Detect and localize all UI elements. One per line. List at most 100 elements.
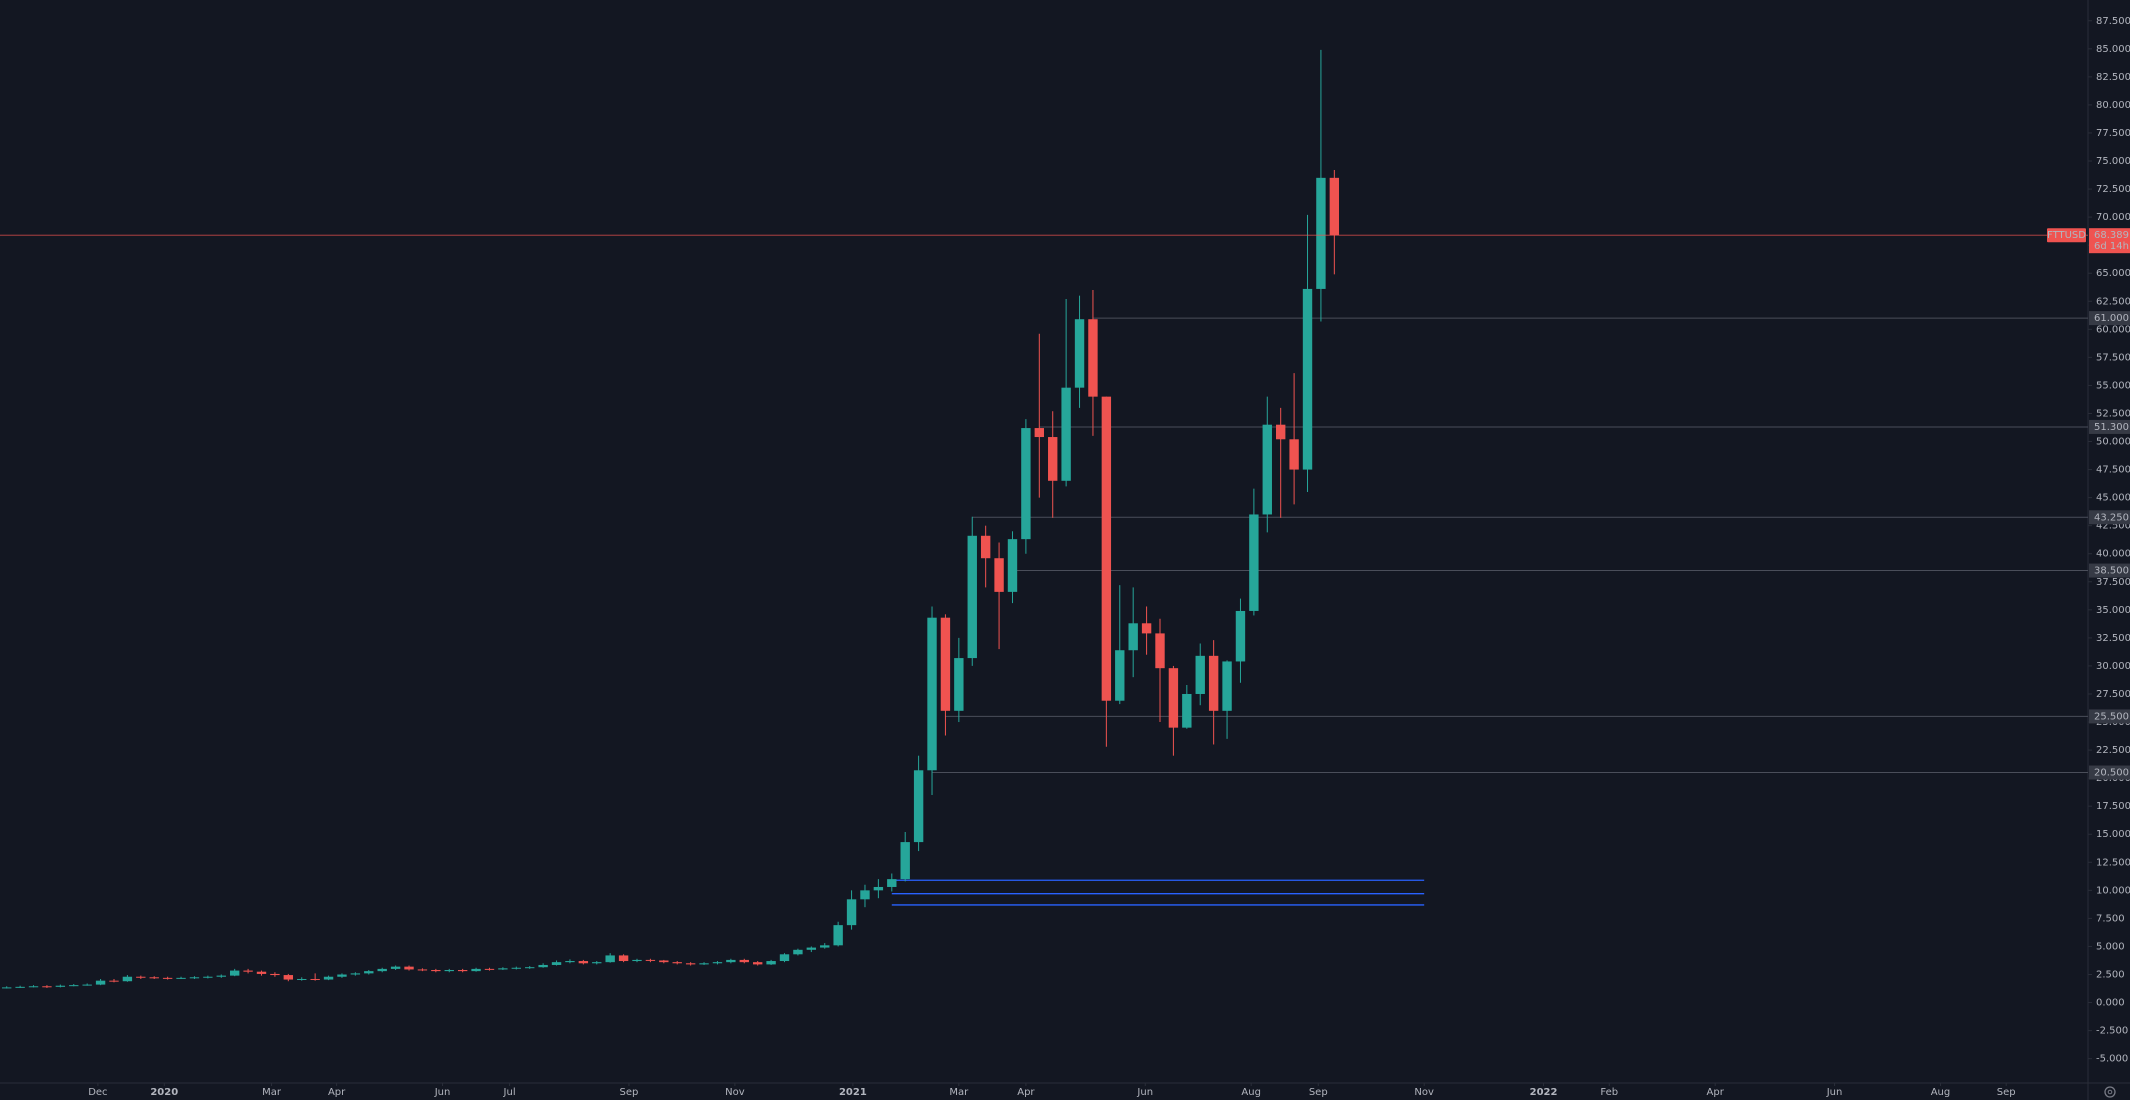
candle-body: [1168, 668, 1179, 728]
candle-body: [873, 886, 884, 891]
candle-body: [55, 985, 66, 987]
symbol-label: FTTUSD: [2047, 230, 2086, 241]
candle-body: [189, 977, 200, 979]
y-tick-label: 82.500: [2096, 72, 2130, 83]
candle-body: [364, 971, 374, 974]
y-tick-label: -2.500: [2096, 1026, 2128, 1037]
candle-body: [940, 617, 951, 711]
candle-body: [417, 969, 428, 971]
symbol-label-box: [2047, 228, 2086, 243]
candle-body: [927, 617, 937, 771]
y-tick-label: 87.500: [2096, 16, 2130, 27]
gear: [2104, 1086, 2116, 1098]
level-label-box: [2089, 419, 2130, 434]
candle-body: [578, 961, 589, 964]
candle-body: [846, 899, 857, 926]
y-tick-label: 60.000: [2096, 324, 2130, 335]
candle-body: [149, 977, 159, 979]
candle-body: [1061, 387, 1071, 481]
candle-body: [203, 976, 213, 978]
candle-body: [404, 966, 414, 970]
y-tick-label: 47.500: [2096, 465, 2130, 476]
candle-body: [511, 967, 521, 969]
candle-body: [1115, 650, 1125, 701]
x-tick-label: 2021: [839, 1087, 867, 1098]
x-tick-label: Jun: [1826, 1087, 1843, 1098]
countdown-label: 6d 14h: [2094, 241, 2129, 252]
candle-body: [270, 973, 280, 976]
settings-icon[interactable]: [2104, 1086, 2116, 1098]
y-tick-label: 42.500: [2096, 521, 2130, 532]
candle-body: [323, 976, 334, 980]
level-label: 20.500: [2094, 768, 2129, 779]
x-tick-label: Sep: [1309, 1087, 1328, 1098]
candle-body: [900, 842, 910, 880]
level-label-box: [2089, 510, 2130, 525]
candle-body: [980, 535, 991, 559]
x-tick-label: Mar: [949, 1087, 969, 1098]
candle-body: [82, 984, 92, 986]
candle-body: [618, 955, 629, 962]
candle-body: [833, 925, 843, 946]
candle-body: [390, 966, 401, 969]
gear-hub: [2107, 1089, 2113, 1095]
candle-body: [350, 973, 361, 975]
candle-body: [685, 963, 696, 965]
y-tick-label: 65.000: [2096, 268, 2130, 279]
candle-body: [806, 947, 817, 950]
y-tick-label: 72.500: [2096, 184, 2130, 195]
candle-body: [860, 890, 870, 900]
candle-body: [605, 955, 615, 963]
candle-body: [69, 985, 79, 987]
candle-body: [297, 978, 307, 980]
y-tick-label: 30.000: [2096, 661, 2130, 672]
candle-body: [699, 963, 709, 965]
y-tick-label: 15.000: [2096, 829, 2130, 840]
candle-body: [1088, 319, 1098, 397]
candle-body: [1316, 177, 1326, 289]
x-tick-label: Sep: [620, 1087, 639, 1098]
candle-body: [565, 961, 575, 963]
level-label: 61.000: [2094, 313, 2129, 324]
candle-body: [954, 658, 964, 711]
y-tick-label: 50.000: [2096, 437, 2130, 448]
level-label-box: [2089, 709, 2130, 724]
candle-body: [109, 980, 119, 982]
x-tick-label: Jul: [503, 1087, 516, 1098]
level-label-box: [2089, 765, 2130, 780]
candle-body: [1195, 655, 1205, 694]
candle-body: [1048, 437, 1058, 481]
candle-body: [457, 970, 468, 972]
candle-body: [766, 961, 776, 965]
x-tick-label: Jun: [1136, 1087, 1153, 1098]
candle-body: [2, 987, 12, 989]
candle-body: [471, 968, 481, 972]
y-tick-label: 7.500: [2096, 913, 2125, 924]
candle-body: [15, 986, 25, 988]
candle-body: [377, 968, 387, 972]
candle-body: [1101, 396, 1112, 701]
candle-body: [42, 986, 52, 988]
candle-body: [752, 962, 763, 965]
candle-body: [1262, 424, 1272, 515]
candle-body: [1302, 288, 1313, 470]
candle-body: [913, 770, 924, 843]
x-tick-label: 2022: [1530, 1087, 1558, 1098]
candle-body: [498, 968, 508, 970]
candle-body: [256, 971, 267, 974]
candle-body: [645, 959, 656, 961]
candle-body: [739, 959, 749, 963]
y-tick-label: 85.000: [2096, 44, 2130, 55]
candle-body: [229, 970, 240, 976]
y-tick-label: 22.500: [2096, 745, 2130, 756]
x-tick-label: Apr: [1017, 1087, 1035, 1098]
candle-body: [176, 977, 186, 979]
candle-body: [1249, 514, 1259, 611]
level-label: 43.250: [2094, 512, 2129, 523]
y-tick-label: 45.000: [2096, 493, 2130, 504]
candle-body: [1007, 539, 1018, 592]
plot-area: [0, 49, 2088, 989]
x-tick-label: Sep: [1997, 1087, 2016, 1098]
y-tick-label: 70.000: [2096, 212, 2130, 223]
